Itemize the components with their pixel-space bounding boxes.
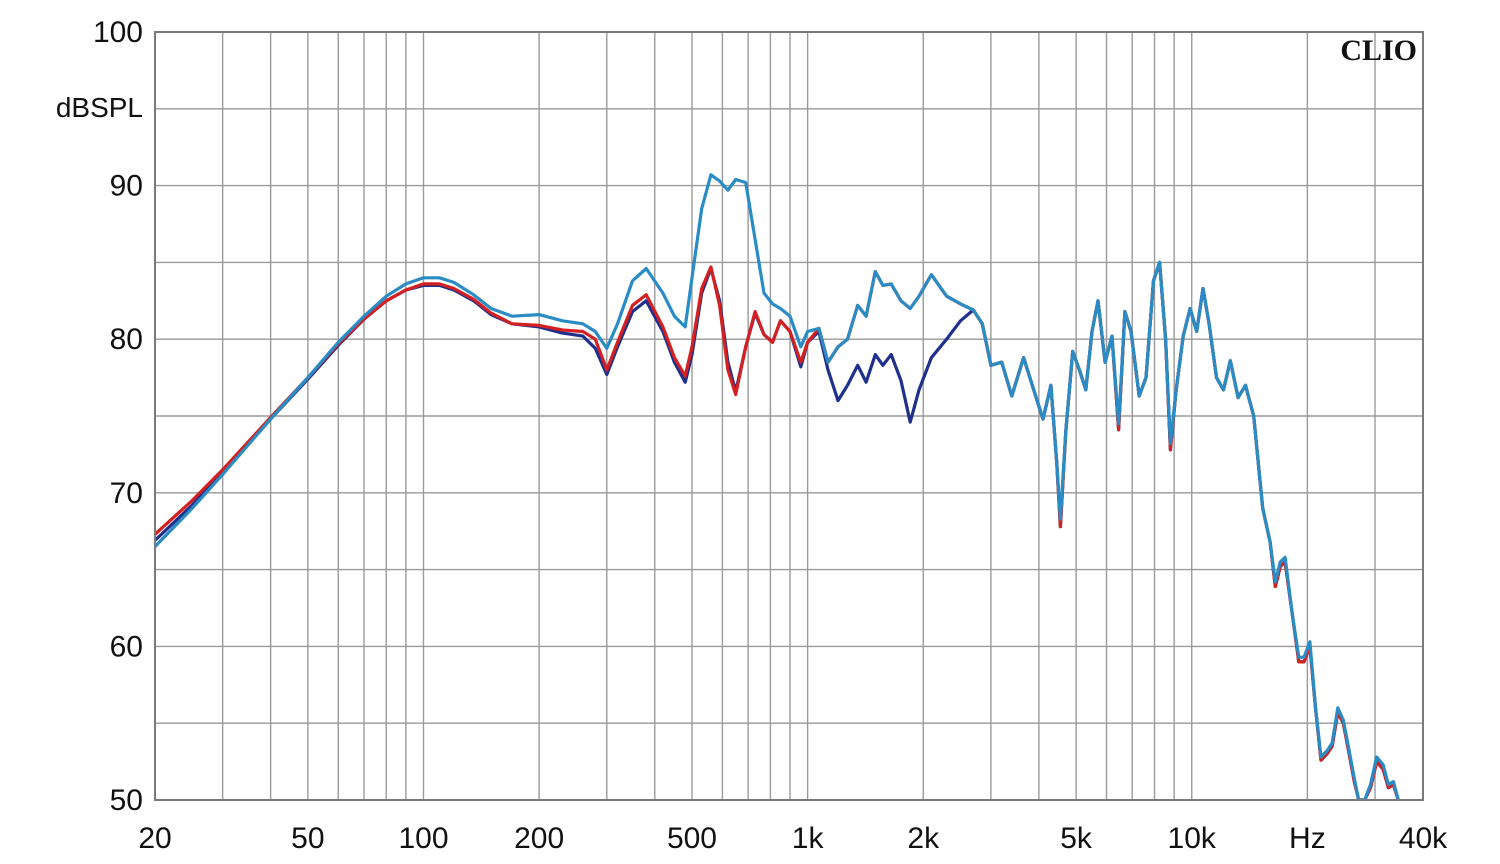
x-tick-label: 2k [907,822,940,855]
series-layer [155,173,1400,800]
y-tick-label: 70 [110,477,143,510]
x-tick-label: 10k [1168,822,1217,855]
x-tick-label: 5k [1060,822,1093,855]
series-line-3 [155,173,1400,800]
y-tick-label: 100 [93,16,143,49]
x-tick-label: 1k [792,822,825,855]
x-tick-label: 200 [514,822,564,855]
y-tick-label: 50 [110,784,143,817]
x-tick-label: 40k [1399,822,1448,855]
y-axis-ticks: 50 60 70 80 90 100 [93,16,143,817]
y-tick-label: 90 [110,170,143,203]
plot-grid [155,32,1423,800]
plot-frame [154,31,1424,801]
x-tick-label: 500 [667,822,717,855]
x-axis-ticks: 20 50 100 200 500 1k 2k 5k 10k Hz 40k [138,822,1448,855]
x-tick-label: 50 [291,822,324,855]
x-tick-label: 100 [398,822,448,855]
x-tick-label: 20 [138,822,171,855]
y-tick-label: 60 [110,630,143,663]
y-tick-label: 80 [110,323,143,356]
x-tick-label: Hz [1289,822,1326,855]
y-axis-label: dBSPL [56,92,143,123]
brand-logo: CLIO [1340,34,1417,67]
